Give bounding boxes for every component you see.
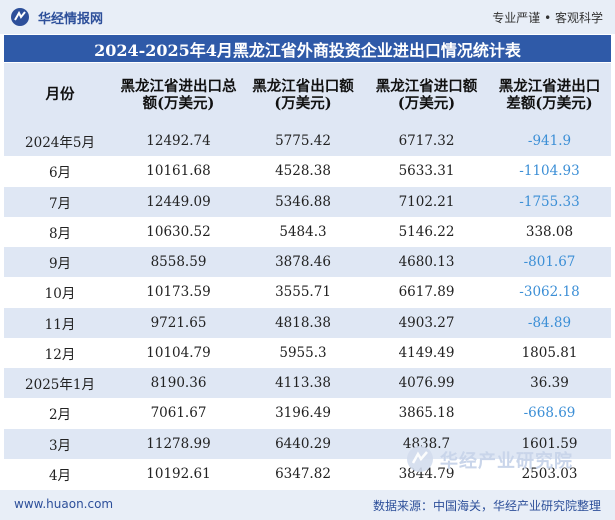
cell-total: 10630.52 [116, 216, 241, 247]
cell-total: 9721.65 [116, 307, 241, 338]
table-body: 2024年5月 12492.74 5775.42 6717.32 -941.9 6月 101… [4, 126, 611, 489]
cell-total: 10173.59 [116, 277, 241, 308]
cell-export: 5346.88 [241, 186, 365, 217]
cell-balance: -1755.33 [488, 186, 611, 217]
cell-balance: 1805.81 [488, 337, 611, 368]
cell-total: 8558.59 [116, 247, 241, 278]
cell-total: 10192.61 [116, 458, 241, 489]
cell-export: 5955.3 [241, 337, 365, 368]
cell-month: 9月 [4, 247, 116, 278]
cell-export: 6347.82 [241, 458, 365, 489]
cell-import: 4903.27 [365, 307, 488, 338]
column-header-import: 黑龙江省进口额(万美元) [365, 63, 488, 126]
footer: www.huaon.com 数据来源：中国海关，华经产业研究院整理 [0, 490, 615, 520]
cell-export: 3555.71 [241, 277, 365, 308]
cell-export: 4818.38 [241, 307, 365, 338]
column-header-month: 月份 [4, 63, 116, 126]
cell-balance: -941.9 [488, 126, 611, 157]
table-row: 2025年1月 8190.36 4113.38 4076.99 36.39 [4, 368, 611, 399]
cell-import: 4076.99 [365, 368, 488, 399]
column-header-export: 黑龙江省出口额(万美元) [241, 63, 365, 126]
cell-total: 12449.09 [116, 186, 241, 217]
cell-balance: -1104.93 [488, 156, 611, 187]
cell-total: 11278.99 [116, 428, 241, 459]
cell-balance: -801.67 [488, 247, 611, 278]
cell-export: 4113.38 [241, 368, 365, 399]
top-bar: 华经情报网 专业严谨 • 客观科学 [0, 0, 615, 34]
table-row: 10月 10173.59 3555.71 6617.89 -3062.18 [4, 277, 611, 308]
table-row: 2月 7061.67 3196.49 3865.18 -668.69 [4, 398, 611, 429]
cell-total: 10104.79 [116, 337, 241, 368]
cell-import: 5633.31 [365, 156, 488, 187]
cell-balance: -668.69 [488, 398, 611, 429]
cell-import: 7102.21 [365, 186, 488, 217]
column-header-balance: 黑龙江省进出口差额(万美元) [488, 63, 611, 126]
table-row: 2024年5月 12492.74 5775.42 6717.32 -941.9 [4, 126, 611, 157]
cell-import: 4680.13 [365, 247, 488, 278]
cell-import: 6717.32 [365, 126, 488, 157]
trade-table: 月份 黑龙江省进出口总额(万美元) 黑龙江省出口额(万美元) 黑龙江省进口额(万… [4, 63, 611, 489]
cell-month: 2024年5月 [4, 126, 116, 157]
cell-import: 5146.22 [365, 216, 488, 247]
website-text: www.huaon.com [14, 497, 114, 511]
cell-month: 8月 [4, 216, 116, 247]
cell-total: 7061.67 [116, 398, 241, 429]
table-row: 8月 10630.52 5484.3 5146.22 338.08 [4, 216, 611, 247]
table-row: 9月 8558.59 3878.46 4680.13 -801.67 [4, 247, 611, 278]
table-row: 4月 10192.61 6347.82 3844.79 2503.03 [4, 458, 611, 489]
column-header-total: 黑龙江省进出口总额(万美元) [116, 63, 241, 126]
cell-export: 5484.3 [241, 216, 365, 247]
brand: 华经情报网 [10, 7, 103, 27]
cell-balance: 1601.59 [488, 428, 611, 459]
table-title: 2024-2025年4月黑龙江省外商投资企业进出口情况统计表 [4, 35, 611, 62]
cell-balance: 36.39 [488, 368, 611, 399]
cell-import: 4838.7 [365, 428, 488, 459]
cell-export: 5775.42 [241, 126, 365, 157]
data-source: 数据来源：中国海关，华经产业研究院整理 [372, 499, 601, 513]
cell-import: 3844.79 [365, 458, 488, 489]
cell-import: 6617.89 [365, 277, 488, 308]
table-title-text: 2024-2025年4月黑龙江省外商投资企业进出口情况统计表 [94, 40, 521, 60]
cell-month: 6月 [4, 156, 116, 187]
cell-total: 8190.36 [116, 368, 241, 399]
slogan: 专业严谨 • 客观科学 [492, 11, 603, 25]
cell-month: 4月 [4, 458, 116, 489]
cell-month: 11月 [4, 307, 116, 338]
table-header-row: 月份 黑龙江省进出口总额(万美元) 黑龙江省出口额(万美元) 黑龙江省进口额(万… [4, 63, 611, 126]
cell-balance: 338.08 [488, 216, 611, 247]
brand-name: 华经情报网 [38, 11, 104, 27]
table-row: 7月 12449.09 5346.88 7102.21 -1755.33 [4, 186, 611, 217]
cell-month: 2025年1月 [4, 368, 116, 399]
cell-import: 4149.49 [365, 337, 488, 368]
cell-balance: -84.89 [488, 307, 611, 338]
cell-month: 2月 [4, 398, 116, 429]
table-row: 3月 11278.99 6440.29 4838.7 1601.59 [4, 428, 611, 459]
table-row: 12月 10104.79 5955.3 4149.49 1805.81 [4, 337, 611, 368]
cell-month: 7月 [4, 186, 116, 217]
cell-total: 10161.68 [116, 156, 241, 187]
cell-export: 4528.38 [241, 156, 365, 187]
huajing-logo-icon [11, 8, 29, 26]
cell-export: 6440.29 [241, 428, 365, 459]
cell-balance: 2503.03 [488, 458, 611, 489]
cell-month: 10月 [4, 277, 116, 308]
cell-export: 3878.46 [241, 247, 365, 278]
cell-export: 3196.49 [241, 398, 365, 429]
cell-import: 3865.18 [365, 398, 488, 429]
table-row: 11月 9721.65 4818.38 4903.27 -84.89 [4, 307, 611, 338]
cell-total: 12492.74 [116, 126, 241, 157]
cell-balance: -3062.18 [488, 277, 611, 308]
cell-month: 12月 [4, 337, 116, 368]
table-row: 6月 10161.68 4528.38 5633.31 -1104.93 [4, 156, 611, 187]
cell-month: 3月 [4, 428, 116, 459]
